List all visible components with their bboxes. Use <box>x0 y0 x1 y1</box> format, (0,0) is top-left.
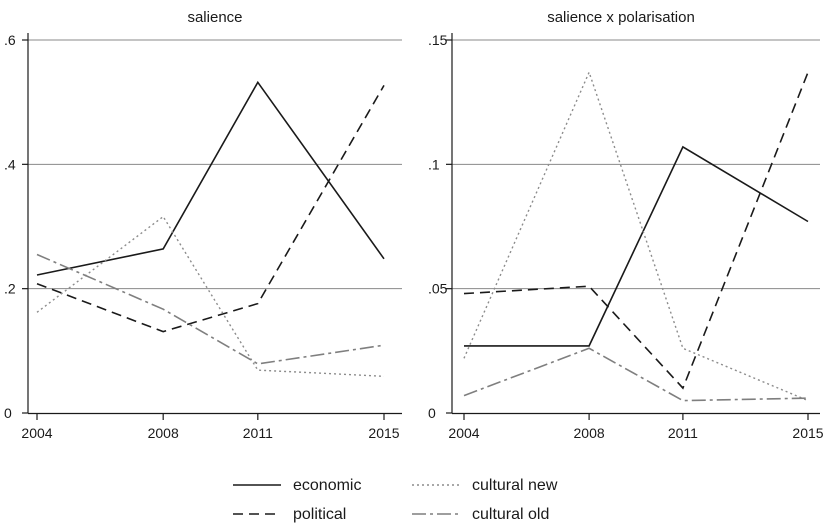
legend-item-cultural-old: cultural old <box>412 506 549 523</box>
y-tick-label: 0 <box>4 405 12 421</box>
x-tick-label: 2008 <box>574 425 605 441</box>
legend-label: political <box>293 506 346 523</box>
x-tick-label: 2004 <box>448 425 479 441</box>
legend-label: economic <box>293 477 361 494</box>
series-line-cultural-new <box>463 70 809 402</box>
y-tick-label: .2 <box>4 281 16 297</box>
series-line-political <box>36 84 385 333</box>
y-tick-label: .05 <box>428 281 448 297</box>
panel-salience-x-polarisation: salience x polarisation 0 .05 .1 .15 2004 200… <box>428 9 824 441</box>
series-line-cultural-new <box>36 215 385 377</box>
series-line-cultural-old <box>36 253 385 365</box>
y-tick-label: 0 <box>428 405 436 421</box>
x-tick-label: 2015 <box>792 425 823 441</box>
x-tick-label: 2011 <box>243 425 273 441</box>
x-tick-label: 2011 <box>668 425 698 441</box>
legend-item-political: political <box>233 506 346 523</box>
panel-title: salience x polarisation <box>547 9 695 26</box>
series-line-political <box>463 72 809 390</box>
series-line-economic <box>36 80 385 276</box>
panel-title: salience <box>187 9 242 26</box>
series-line-cultural-old <box>463 347 809 402</box>
y-tick-label: .4 <box>4 156 16 172</box>
legend: economic political cultural new cultural ol… <box>233 477 558 523</box>
legend-item-cultural-new: cultural new <box>412 477 558 494</box>
y-tick-label: .6 <box>4 32 16 48</box>
legend-label: cultural new <box>472 477 558 494</box>
series-line-economic <box>464 145 809 347</box>
x-tick-label: 2004 <box>21 425 52 441</box>
y-tick-label: .15 <box>428 32 448 48</box>
panel-salience: salience 0 .2 .4 .6 2004 2008 2011 2015 <box>4 9 402 441</box>
x-tick-label: 2015 <box>368 425 399 441</box>
y-tick-label: .1 <box>428 156 440 172</box>
x-tick-label: 2008 <box>148 425 179 441</box>
legend-label: cultural old <box>472 506 549 523</box>
legend-item-economic: economic <box>233 477 361 494</box>
